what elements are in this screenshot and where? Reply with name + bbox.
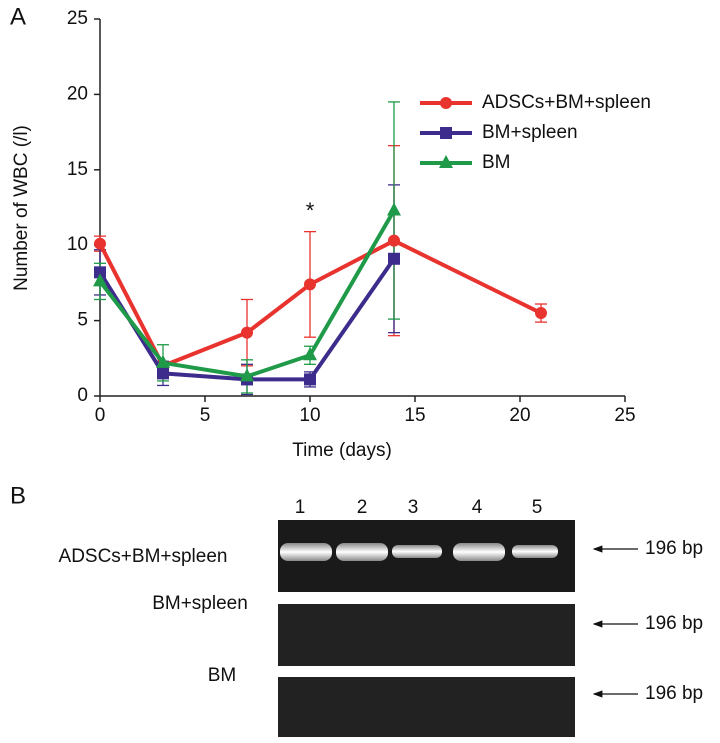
lane-label: 1 [295,497,306,518]
gel: ADSCs+BM+spleen BM+spleen BM 196 bp 196 … [59,520,703,737]
legend-label: BM [482,152,511,173]
gel-band [280,543,332,561]
point [388,234,400,247]
panel-label: A [10,3,26,30]
legend-marker [440,97,452,109]
x-tick-label: 25 [614,405,635,426]
gel-band [512,545,558,558]
series-line [98,238,542,368]
panel-label: B [10,482,26,509]
annotation: * [306,198,315,223]
lane-label: 2 [357,497,368,518]
x-tick-label: 0 [95,405,106,426]
gel-lane-strip [278,604,575,666]
point [94,237,106,250]
point [304,373,316,386]
point [304,278,316,291]
point [388,252,400,265]
y-tick-label: 20 [67,83,88,104]
legend-marker [440,127,452,139]
y-tick-label: 5 [77,310,88,331]
point [93,273,107,287]
gel-band [336,543,388,561]
lane-label: 3 [408,497,419,518]
gel-band [392,545,442,558]
x-axis-label: Time (days) [292,440,392,461]
gel-lane-strip [278,677,575,737]
legend-label: BM+spleen [482,122,578,143]
size-marker: 196 bp [645,683,703,704]
size-marker: 196 bp [645,613,703,634]
gel-band [453,543,505,561]
point [535,307,547,320]
point [303,347,317,361]
x-tick-label: 10 [299,405,320,426]
x-tick-label: 15 [404,405,425,426]
legend-marker [439,155,453,168]
gel-row-label: BM+spleen [152,593,248,614]
point [387,202,401,216]
x-tick-label: 5 [200,405,211,426]
legend-label: ADSCs+BM+spleen [482,92,651,113]
y-tick-label: 0 [77,385,88,406]
y-tick-label: 25 [67,8,88,29]
y-tick-label: 10 [67,234,88,255]
gel-row-label: BM [208,665,237,686]
point [241,326,253,339]
point [240,368,254,382]
gel-row-label: ADSCs+BM+spleen [59,546,228,567]
size-marker: 196 bp [645,538,703,559]
x-tick-label: 20 [509,405,530,426]
point [157,367,169,380]
y-tick-label: 15 [67,159,88,180]
lane-label: 4 [472,497,483,518]
lane-label: 5 [532,497,543,518]
y-axis-label: Number of WBC (/l) [11,125,32,291]
point [156,354,170,368]
point [94,266,106,279]
